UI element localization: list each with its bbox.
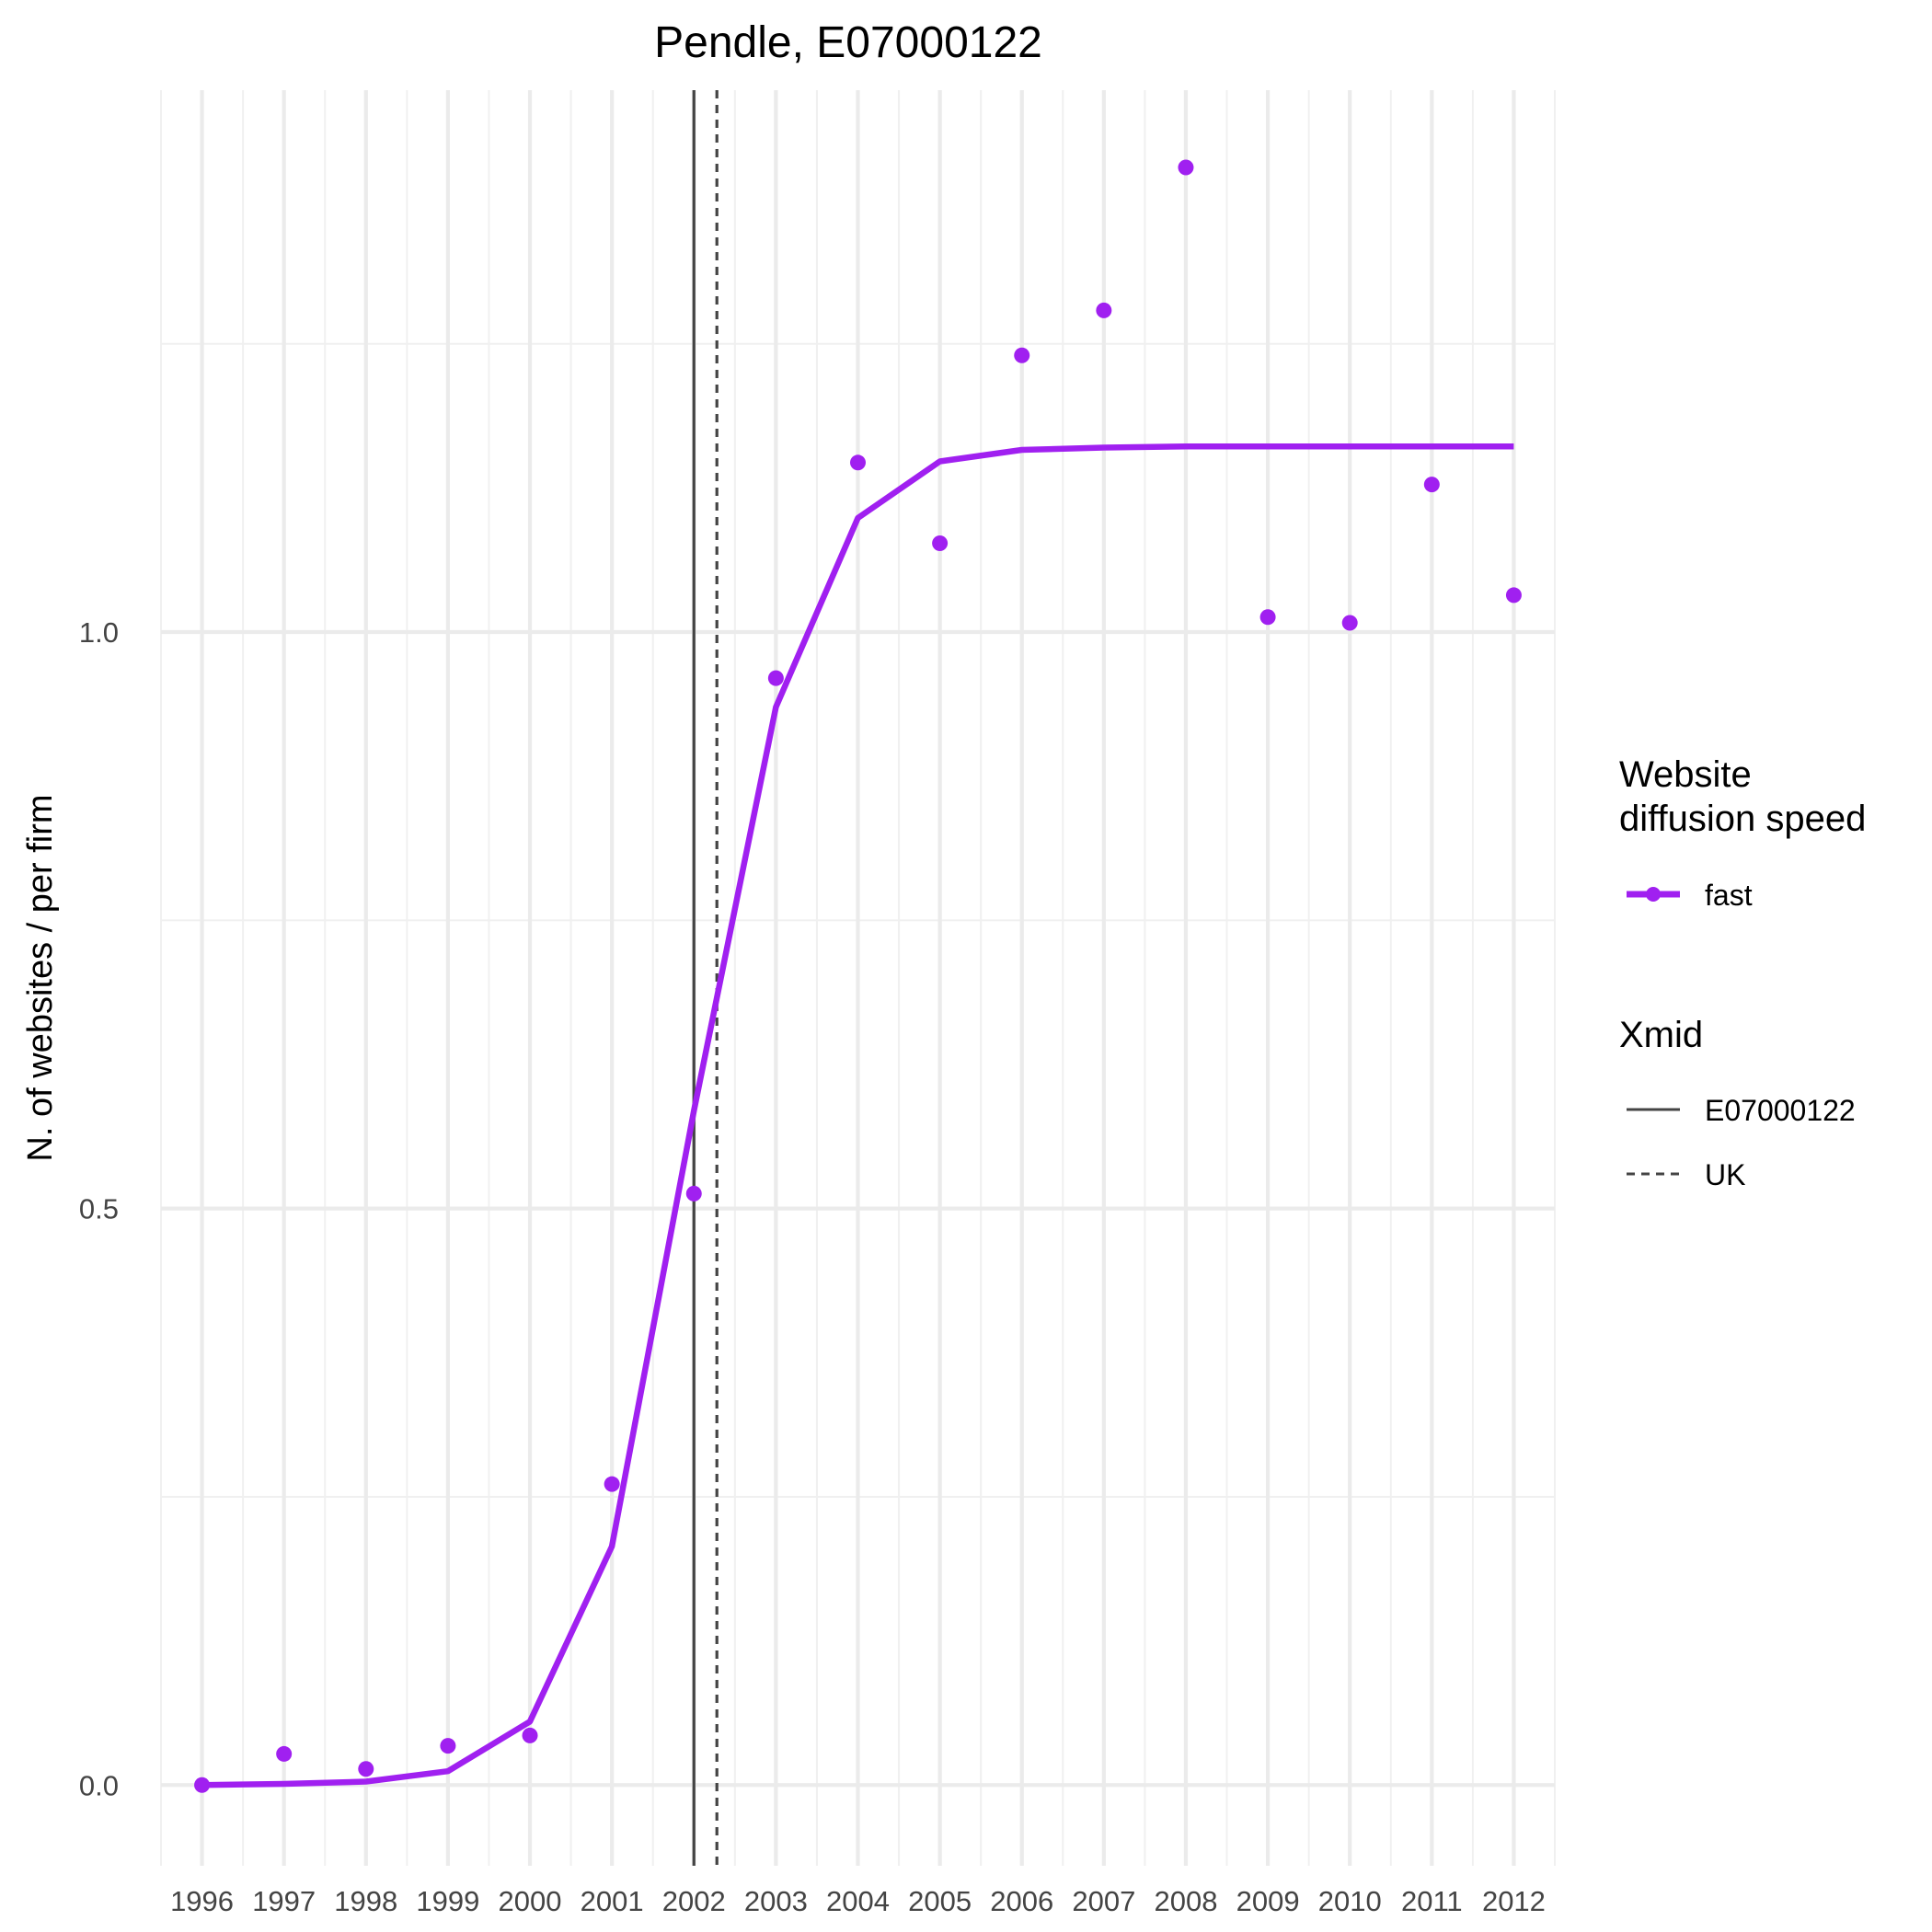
data-point-2004 xyxy=(850,454,866,471)
major-gridlines xyxy=(161,90,1555,1866)
data-point-1999 xyxy=(440,1738,456,1754)
legend: Website diffusion speed fast Xmid E07000… xyxy=(1619,754,1866,1191)
data-point-2008 xyxy=(1178,159,1194,176)
fitted-curve-layer xyxy=(201,443,1514,1788)
x-tick-label: 2011 xyxy=(1401,1885,1463,1917)
reference-lines xyxy=(692,90,719,1866)
data-point-2007 xyxy=(1096,302,1112,318)
x-tick-label: 2006 xyxy=(990,1885,1053,1917)
y-axis-label: N. of websites / per firm xyxy=(21,794,60,1161)
data-point-1997 xyxy=(276,1745,293,1762)
data-point-2009 xyxy=(1259,609,1276,626)
x-tick-label: 2002 xyxy=(662,1885,726,1917)
chart-title: Pendle, E07000122 xyxy=(654,18,1042,67)
x-tick-label: 1999 xyxy=(416,1885,479,1917)
x-tick-label: 1998 xyxy=(334,1885,397,1917)
observed-points-layer xyxy=(194,159,1522,1793)
legend-title-speed-line-1: Website xyxy=(1619,754,1752,795)
data-point-1996 xyxy=(194,1777,211,1793)
x-tick-label: 2012 xyxy=(1482,1885,1546,1917)
series-line-fast xyxy=(201,443,1514,1788)
x-tick-label: 1996 xyxy=(170,1885,234,1917)
data-point-2001 xyxy=(604,1476,620,1492)
x-tick-label: 2000 xyxy=(499,1885,562,1917)
x-axis-ticks: 1996 1997 1998 1999 2000 2001 2002 2003 2004 2005… xyxy=(170,1885,1546,1917)
x-tick-label: 2010 xyxy=(1318,1885,1382,1917)
data-point-2010 xyxy=(1341,615,1358,631)
data-point-2003 xyxy=(767,670,784,686)
legend-label-uk: UK xyxy=(1705,1158,1745,1191)
x-tick-label: 2003 xyxy=(744,1885,808,1917)
y-tick-label: 0.0 xyxy=(79,1769,119,1801)
x-tick-label: 1997 xyxy=(252,1885,316,1917)
x-tick-label: 2009 xyxy=(1236,1885,1300,1917)
minor-gridlines xyxy=(160,90,1556,1866)
data-point-1998 xyxy=(358,1761,374,1777)
y-axis-ticks: 0.0 0.5 1.0 xyxy=(79,616,119,1801)
data-point-2005 xyxy=(932,535,949,552)
data-point-2011 xyxy=(1423,477,1440,493)
legend-label-e07000122: E07000122 xyxy=(1705,1094,1856,1127)
x-tick-label: 2001 xyxy=(581,1885,644,1917)
x-tick-label: 2005 xyxy=(908,1885,972,1917)
data-point-2002 xyxy=(685,1185,702,1202)
legend-title-speed-line-2: diffusion speed xyxy=(1619,799,1866,839)
x-tick-label: 2007 xyxy=(1072,1885,1135,1917)
data-point-2006 xyxy=(1014,347,1030,363)
y-tick-label: 0.5 xyxy=(79,1193,119,1225)
x-tick-label: 2008 xyxy=(1154,1885,1217,1917)
legend-label-fast: fast xyxy=(1705,879,1753,912)
legend-title-xmid: Xmid xyxy=(1619,1015,1703,1055)
x-tick-label: 2004 xyxy=(826,1885,890,1917)
data-point-2012 xyxy=(1505,587,1522,604)
legend-key-fast-point xyxy=(1646,887,1661,902)
data-point-2000 xyxy=(522,1727,538,1743)
y-tick-label: 1.0 xyxy=(79,616,119,649)
